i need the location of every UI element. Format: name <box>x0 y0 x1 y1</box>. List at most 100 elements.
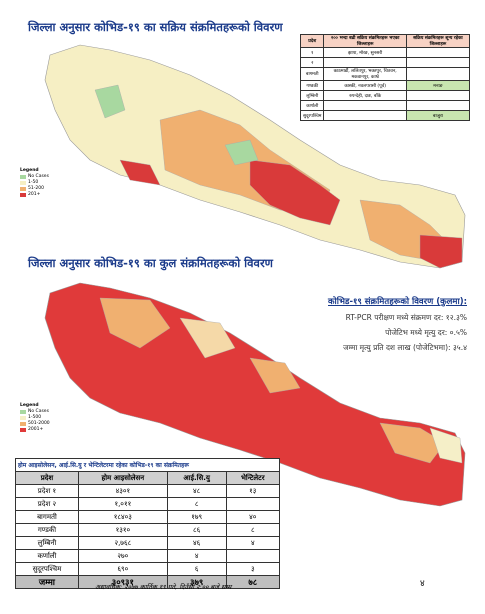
row: बागमती १८४०३ १७९ ४० <box>15 510 281 524</box>
row: बागमती काठमाडौं, ललितपुर, भक्तपुर, चितवन,… <box>299 67 471 81</box>
row: कर्णाली २७० ४ <box>15 549 281 563</box>
cell: बाजुरा <box>405 110 471 121</box>
legend-item: 51-200 <box>20 186 49 191</box>
cell: गण्डकी <box>15 523 79 537</box>
footnote: अद्यावधिक: २०७७ कार्तिक १९ गते, दिउँसो २… <box>95 583 232 591</box>
legend-item: No Cases <box>20 409 50 414</box>
cell: काठमाडौं, ललितपुर, भक्तपुर, चितवन, मकवान… <box>323 67 407 81</box>
row: २ <box>299 57 471 68</box>
cell <box>405 47 471 58</box>
isolation-table: होम आइसोलेसन, आई.सि.यु र भेन्टिलेटरमा रह… <box>15 458 281 589</box>
cell: ४६ <box>166 536 227 550</box>
legend-swatch <box>20 415 26 420</box>
row: लुम्बिनी रुपन्देही, दाङ, बाँके <box>299 90 471 101</box>
cell: २ <box>299 57 325 68</box>
cell: प्रदेश १ <box>15 484 79 498</box>
row: गण्डकी १३१० ८६ ८ <box>15 523 281 537</box>
active-table: प्रदेश २०० भन्दा बढी सक्रिय संक्रमितहरू भ… <box>299 34 471 121</box>
row: सुदूरपश्चिम बाजुरा <box>299 110 471 121</box>
cell: १८४०३ <box>77 510 168 524</box>
legend-label: 501-2000 <box>28 421 50 426</box>
legend-swatch <box>20 409 26 414</box>
cell: बागमती <box>15 510 79 524</box>
cell: १३१० <box>77 523 168 537</box>
total-cell: ७८ <box>225 575 281 589</box>
cell: ८ <box>225 523 281 537</box>
total-cell: ३७९ <box>166 575 227 589</box>
legend-label: 2001+ <box>28 427 44 432</box>
row: प्रदेश १ ४३०१ ४८ १३ <box>15 484 281 498</box>
cell: ४ <box>225 536 281 550</box>
row: १ झापा, मोरङ, सुनसरी <box>299 47 471 58</box>
legend-item: 2001+ <box>20 427 50 432</box>
row: सुदूरपश्चिम ६९० ६ ३ <box>15 562 281 576</box>
header-cell: आई.सि.यु <box>166 471 227 485</box>
table-title: होम आइसोलेसन, आई.सि.यु र भेन्टिलेटरमा रह… <box>15 458 280 472</box>
title-row: होम आइसोलेसन, आई.सि.यु र भेन्टिलेटरमा रह… <box>15 458 280 472</box>
legend-item: 201+ <box>20 192 49 197</box>
total-map <box>44 282 466 507</box>
cell: मनाङ <box>405 80 471 91</box>
cell: ८ <box>166 497 227 511</box>
cell: लुम्बिनी <box>299 90 325 101</box>
cell <box>405 67 471 81</box>
row: कर्णाली <box>299 100 471 111</box>
row: प्रदेश २ १,०११ ८ <box>15 497 281 511</box>
cell: ३ <box>225 562 281 576</box>
stats-line: जम्मा मृत्यु प्रति दश लाख (पोजेटिभमा): ३… <box>343 343 467 352</box>
header-cell: २०० भन्दा बढी सक्रिय संक्रमितहरू भएका जि… <box>323 34 407 48</box>
header-row: प्रदेश होम आइसोलेसन आई.सि.यु भेन्टिलेटर <box>15 471 281 485</box>
legend-label: No Cases <box>28 174 49 179</box>
cell <box>225 549 281 563</box>
cell: ६९० <box>77 562 168 576</box>
legend-swatch <box>20 427 26 432</box>
cell: गण्डकी <box>299 80 325 91</box>
legend: Legend No Cases 1-500 501-2000 2001+ <box>18 400 52 435</box>
cell: १७९ <box>166 510 227 524</box>
cell: झापा, मोरङ, सुनसरी <box>323 47 407 58</box>
legend-item: No Cases <box>20 174 49 179</box>
cell <box>323 110 407 121</box>
cell: बागमती <box>299 67 325 81</box>
cell: कास्की, नवलपरासी (पूर्व) <box>323 80 407 91</box>
cell: २७० <box>77 549 168 563</box>
row: गण्डकी कास्की, नवलपरासी (पूर्व) मनाङ <box>299 80 471 91</box>
legend-swatch <box>20 186 26 191</box>
legend-item: 1-500 <box>20 415 50 420</box>
stats-title: कोभिड-१९ संक्रमितहरूको विवरण (कुलमा): <box>328 297 467 307</box>
legend-label: 51-200 <box>28 186 44 191</box>
cell <box>405 90 471 101</box>
cell: ८६ <box>166 523 227 537</box>
legend-swatch <box>20 174 26 179</box>
stats-box: कोभिड-१९ संक्रमितहरूको विवरण (कुलमा): RT… <box>328 296 467 358</box>
cell <box>405 57 471 68</box>
header-cell: सक्रिय संक्रमितहरू शून्य रहेका जिल्लाहरू <box>405 34 471 48</box>
cell: ४ <box>166 549 227 563</box>
cell: ४८ <box>166 484 227 498</box>
page-number: ४ <box>420 579 425 589</box>
cell: ४३०१ <box>77 484 168 498</box>
legend-label: 1-500 <box>28 415 42 420</box>
total-cell: जम्मा <box>15 575 79 589</box>
cell: १३ <box>225 484 281 498</box>
legend-title: Legend <box>20 168 39 173</box>
header-cell: प्रदेश <box>15 471 79 485</box>
cell: प्रदेश २ <box>15 497 79 511</box>
cell: कर्णाली <box>299 100 325 111</box>
header-cell: प्रदेश <box>299 34 325 48</box>
legend-swatch <box>20 192 26 197</box>
row: लुम्बिनी २,७६८ ४६ ४ <box>15 536 281 550</box>
cell: सुदूरपश्चिम <box>15 562 79 576</box>
legend-swatch <box>20 180 26 185</box>
title: जिल्ला अनुसार कोभिड-१९ का कुल संक्रमितहर… <box>28 256 273 270</box>
cell: २,७६८ <box>77 536 168 550</box>
legend-item: 501-2000 <box>20 421 50 426</box>
legend-item: 1-50 <box>20 180 49 185</box>
total-cell: ३०९३१ <box>77 575 168 589</box>
active-map <box>44 44 466 269</box>
cell: ४० <box>225 510 281 524</box>
cell <box>323 100 407 111</box>
header-row: प्रदेश २०० भन्दा बढी सक्रिय संक्रमितहरू भ… <box>299 34 471 48</box>
